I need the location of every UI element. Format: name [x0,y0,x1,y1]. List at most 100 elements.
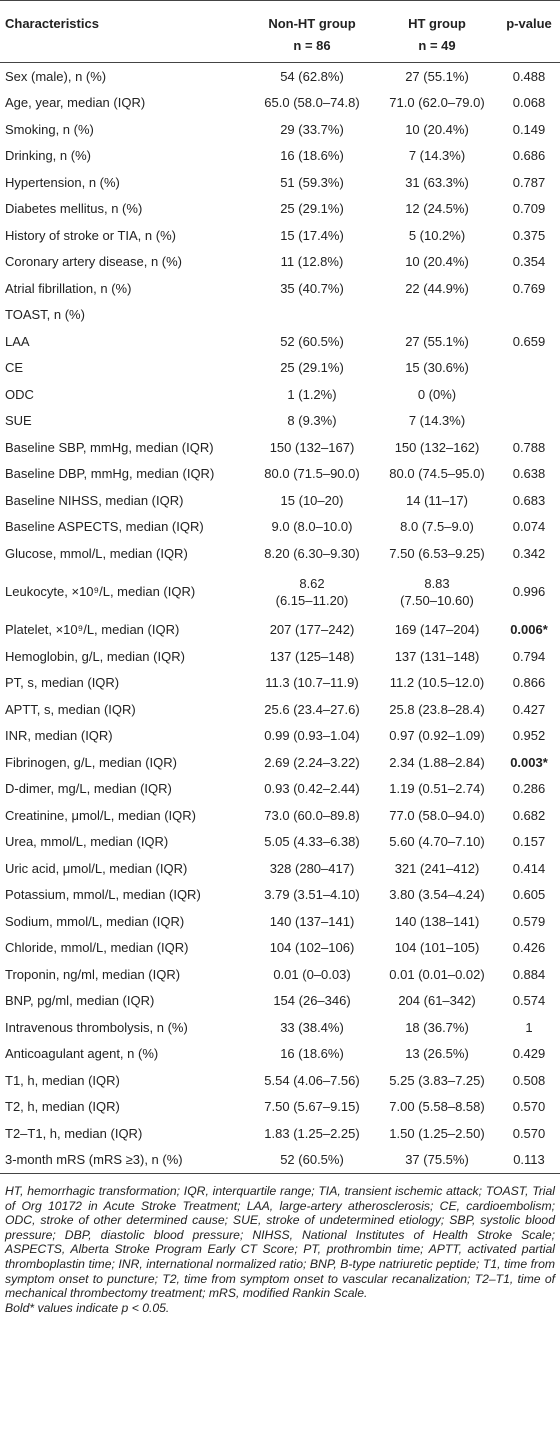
table-cell: 12 (24.5%) [405,201,469,217]
table-cell: 1.19 (0.51–2.74) [389,781,485,797]
table-cell: 5 (10.2%) [408,227,466,243]
header-cell: Non-HT group n = 86 [248,1,376,63]
table-row: Glucose, mmol/L, median (IQR) 8.20 (6.30–… [0,540,560,567]
table-row: Leukocyte, ×10⁹/L, median (IQR) 8.62 (6.1… [0,567,560,617]
table-cell: 0.006* [510,622,548,638]
table-cell: Intravenous thrombolysis, n (%) [5,1019,188,1035]
table-row: CE 25 (29.1%) 15 (30.6%) [0,355,560,382]
header-text: Non-HT group [268,16,356,31]
table-cell: 35 (40.7%) [280,280,344,296]
table-cell: 52 (60.5%) [280,333,344,349]
table-cell: 80.0 (74.5–95.0) [389,466,485,482]
table-cell: 140 (137–141) [269,913,355,929]
header-cell: HT group n = 49 [376,1,498,63]
table-row: Diabetes mellitus, n (%) 25 (29.1%) 12 (24… [0,196,560,223]
table-cell: 0.429 [512,1046,546,1062]
table-cell: 0.003* [510,754,548,770]
table-cell: 0.794 [512,648,546,664]
table-row: Potassium, mmol/L, median (IQR) 3.79 (3.5… [0,882,560,909]
table-cell: 0.508 [512,1072,546,1088]
table-cell: 0.682 [512,807,546,823]
table-cell: 16 (18.6%) [280,1046,344,1062]
table-cell: Chloride, mmol/L, median (IQR) [5,940,189,956]
table-cell: 5.05 (4.33–6.38) [264,834,360,850]
table-cell: 0.787 [512,174,546,190]
table-row: D-dimer, mg/L, median (IQR) 0.93 (0.42–2.… [0,776,560,803]
table-row: Chloride, mmol/L, median (IQR) 104 (102–1… [0,935,560,962]
table-cell: 0.605 [512,887,546,903]
table-cell: ODC [5,386,34,402]
table-row: INR, median (IQR) 0.99 (0.93–1.04) 0.97 (0… [0,723,560,750]
header-row: Characteristics Non-HT group n = 86 HT grou… [0,0,560,63]
table-cell: 8.62 (6.15–11.20) [275,575,349,608]
table-cell: 0.427 [512,701,546,717]
table-cell: 1.50 (1.25–2.50) [389,1125,485,1141]
table-cell: BNP, pg/ml, median (IQR) [5,993,155,1009]
table-cell: 10 (20.4%) [405,254,469,270]
table-cell: 11 (12.8%) [280,254,344,270]
table-row: Uric acid, μmol/L, median (IQR) 328 (280–… [0,855,560,882]
table-cell: Potassium, mmol/L, median (IQR) [5,887,201,903]
table-row: ODC 1 (1.2%) 0 (0%) [0,381,560,408]
table-cell: 0.570 [512,1125,546,1141]
table-cell: 0.286 [512,781,546,797]
table-cell: 11.3 (10.7–11.9) [265,675,359,691]
table-cell: 1 (1.2%) [287,386,337,402]
table-cell: 0.113 [513,1152,545,1168]
table-cell: 52 (60.5%) [280,1152,344,1168]
table-cell: 0.866 [512,675,546,691]
table-cell: 2.69 (2.24–3.22) [264,754,360,770]
table-cell: Smoking, n (%) [5,121,94,137]
table-cell: 7.50 (5.67–9.15) [264,1099,360,1115]
table-cell: Drinking, n (%) [5,148,91,164]
table-cell: 0.068 [512,95,546,111]
table-cell: 2.34 (1.88–2.84) [389,754,485,770]
table-row: 3-month mRS (mRS ≥3), n (%) 52 (60.5%) 37 … [0,1147,560,1174]
table-cell: Sodium, mmol/L, median (IQR) [5,913,185,929]
table-row: APTT, s, median (IQR) 25.6 (23.4–27.6) 25.… [0,696,560,723]
table-row: Creatinine, μmol/L, median (IQR) 73.0 (60… [0,802,560,829]
table-cell: T2, h, median (IQR) [5,1099,120,1115]
table-row: Hypertension, n (%) 51 (59.3%) 31 (63.3%) 0… [0,169,560,196]
table-cell: TOAST, n (%) [5,307,85,323]
table-cell: 29 (33.7%) [280,121,344,137]
table-cell: 71.0 (62.0–79.0) [389,95,485,111]
table-cell: 0.01 (0–0.03) [273,966,351,982]
table-header: Characteristics Non-HT group n = 86 HT grou… [0,0,560,63]
table-cell: 25.6 (23.4–27.6) [264,701,360,717]
table-cell: 9.0 (8.0–10.0) [271,519,353,535]
table-row: Anticoagulant agent, n (%) 16 (18.6%) 13 (… [0,1041,560,1068]
table-cell: 22 (44.9%) [405,280,469,296]
table-row: LAA 52 (60.5%) 27 (55.1%) 0.659 [0,328,560,355]
table-cell: 0.342 [512,545,546,561]
table-cell: 207 (177–242) [269,622,355,638]
table-cell: 0.97 (0.92–1.09) [389,728,485,744]
table-cell: 321 (241–412) [394,860,480,876]
table-cell: 0.952 [512,728,546,744]
table-cell: 0.884 [512,966,546,982]
table-cell: 169 (147–204) [394,622,480,638]
table-row: Age, year, median (IQR) 65.0 (58.0–74.8) 7… [0,90,560,117]
table-row: T1, h, median (IQR) 5.54 (4.06–7.56) 5.25 … [0,1067,560,1094]
table-row: Fibrinogen, g/L, median (IQR) 2.69 (2.24–… [0,749,560,776]
table-row: Atrial fibrillation, n (%) 35 (40.7%) 22 (… [0,275,560,302]
table-cell: Coronary artery disease, n (%) [5,254,183,270]
table-cell: 204 (61–342) [398,993,476,1009]
table-cell: Baseline SBP, mmHg, median (IQR) [5,439,214,455]
table-cell: 0.01 (0.01–0.02) [389,966,485,982]
table-row: Baseline SBP, mmHg, median (IQR) 150 (132… [0,434,560,461]
table-cell: Baseline ASPECTS, median (IQR) [5,519,204,535]
table-cell: 7.00 (5.58–8.58) [389,1099,485,1115]
table-cell: History of stroke or TIA, n (%) [5,227,176,243]
table-cell: 328 (280–417) [269,860,355,876]
table-cell: 0.709 [512,201,546,217]
table-cell: 31 (63.3%) [405,174,469,190]
header-text: n = 86 [293,38,331,53]
table-cell: Baseline NIHSS, median (IQR) [5,492,184,508]
table-cell [498,408,560,435]
table-cell: Baseline DBP, mmHg, median (IQR) [5,466,215,482]
table-cell: 0.686 [512,148,546,164]
table-cell: 0.570 [512,1099,546,1115]
table-cell: Troponin, ng/ml, median (IQR) [5,966,181,982]
